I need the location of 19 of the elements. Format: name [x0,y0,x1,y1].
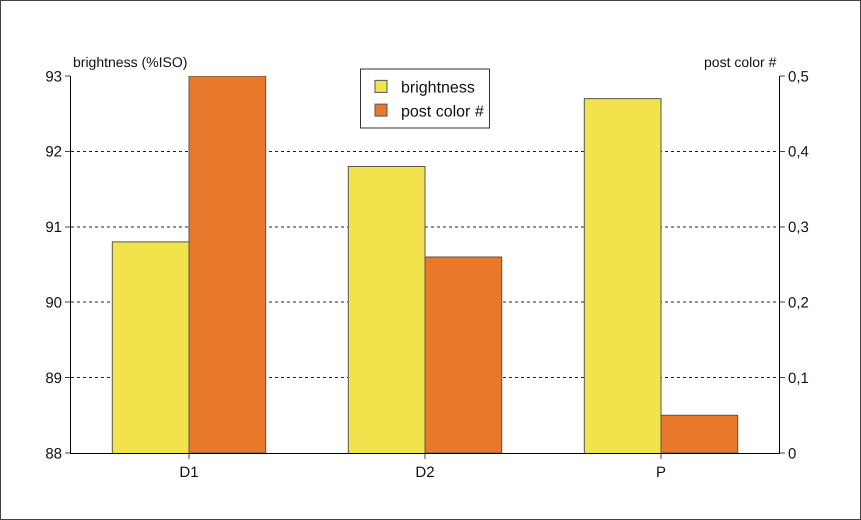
x-tick-label: D2 [415,464,435,481]
y-tick-label: 88 [45,445,62,462]
y-tick-label: 92 [45,144,62,161]
x-tick-label: D1 [179,464,199,481]
y2-axis-title: post color # [704,54,777,70]
y2-tick-label: 0 [788,445,796,462]
y-tick-label: 89 [45,370,62,387]
y2-tick-label: 0,2 [788,294,809,312]
legend-label: brightness [401,80,475,97]
legend-label: post color # [401,103,484,120]
x-tick-label: P [656,464,666,481]
y2-tick-label: 0,1 [788,370,809,387]
y2-tick-label: 0,5 [788,68,809,86]
y-axis-title: brightness (%ISO) [73,54,188,70]
y-tick-label: 91 [45,219,62,236]
y-tick-label: 90 [45,294,62,312]
y2-tick-label: 0,3 [788,219,809,236]
y-tick-label: 93 [45,68,62,86]
y2-tick-label: 0,4 [788,144,809,161]
